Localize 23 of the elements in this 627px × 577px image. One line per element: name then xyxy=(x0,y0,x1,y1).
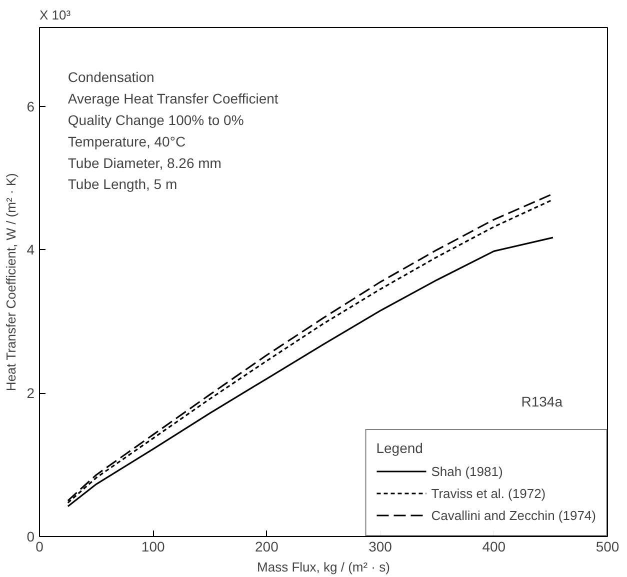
y-axis-title: Heat Transfer Coefficient, W / (m² · K) xyxy=(4,173,19,392)
x-tick-label: 300 xyxy=(368,538,392,554)
legend-label: Shah (1981) xyxy=(431,464,503,478)
y-tick-label: 2 xyxy=(26,385,35,402)
annotation: Condensation xyxy=(68,69,154,86)
x-tick-label: 100 xyxy=(141,538,165,554)
legend-label: Cavallini and Zecchin (1974) xyxy=(431,508,596,522)
x-tick-label: 400 xyxy=(482,538,506,554)
annotation: Tube Diameter, 8.26 mm xyxy=(68,154,222,171)
annotation: Average Heat Transfer Coefficient xyxy=(68,90,278,107)
y-tick-label: 4 xyxy=(26,242,35,258)
annotation: Quality Change 100% to 0% xyxy=(68,112,244,128)
x-tick-label: 500 xyxy=(596,538,620,554)
x-tick-label: 200 xyxy=(255,538,279,554)
annotation: Tube Length, 5 m xyxy=(68,176,178,192)
text: X 10³ xyxy=(40,8,72,22)
y-tick-label: 0 xyxy=(26,528,35,544)
annotation: R134a xyxy=(521,394,563,410)
annotation: Temperature, 40°C xyxy=(68,133,186,150)
y-tick-label: 6 xyxy=(26,98,35,114)
legend-title: Legend xyxy=(376,440,424,456)
legend-label: Traviss et al. (1972) xyxy=(431,486,546,500)
x-axis-title: Mass Flux, kg / (m² · s) xyxy=(257,560,390,574)
